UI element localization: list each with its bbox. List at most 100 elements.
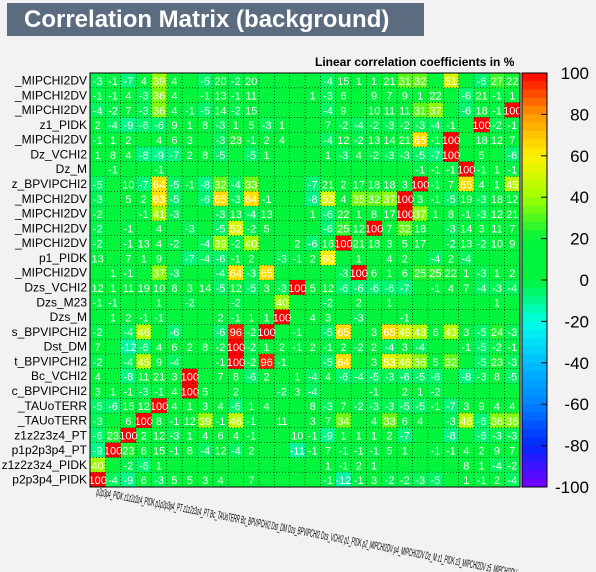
heatmap-cell [120,294,137,310]
cell-value-label: -1 [431,179,441,191]
cell-value-label: 36 [491,416,503,428]
cell-value-label: 3 [371,357,377,369]
cell-value-label: 2 [494,475,500,487]
cell-value-label: 32 [399,224,411,236]
heatmap-cell [228,206,244,222]
cell-value-label: 1 [356,253,362,265]
heatmap-cell [412,191,429,207]
heatmap-cell [381,280,398,296]
heatmap-cell [458,73,475,89]
heatmap-cell [320,132,337,148]
heatmap-cell [212,294,229,310]
cell-value-label: 36 [153,105,165,117]
cell-value-label: 19 [138,283,150,295]
heatmap-cell [504,146,521,163]
cell-value-label: -1 [185,179,195,191]
cell-value-label: -1 [369,386,379,398]
cell-value-label: -7 [124,76,134,88]
cell-value-label: 7 [125,253,131,265]
heatmap-cell [427,398,444,414]
cell-value-label: -3 [170,268,180,280]
heatmap-cell [335,146,352,163]
cell-value-label: 8 [310,401,316,413]
heatmap-cell [120,368,137,384]
cell-value-label: -6 [369,283,379,295]
cell-value-label: 37 [153,268,165,280]
heatmap-cell [335,309,352,325]
cell-value-label: -1 [431,283,441,295]
heatmap-cell [151,413,168,429]
cell-value-label: 11 [384,105,395,117]
cell-value-label: -1 [124,224,134,236]
heatmap-cell [489,146,506,163]
heatmap-cell [289,457,306,473]
heatmap-cell [105,368,122,384]
cell-value-label: 2 [386,431,392,443]
cell-value-label: 1 [156,460,162,472]
heatmap-cell [258,309,275,325]
heatmap-cell [366,191,383,207]
cell-value-label: -6 [93,431,103,443]
cell-value-label: 14 [199,283,211,295]
heatmap-cell [427,309,444,325]
heatmap-cell [381,206,398,222]
heatmap-cell [366,368,383,384]
heatmap-cell [397,368,413,384]
cell-value-label: -3 [492,431,502,443]
cell-value-label: 32 [214,179,226,191]
heatmap-cell [412,176,429,192]
heatmap-cell [228,220,244,237]
heatmap-cell [351,442,367,458]
cell-value-label: -4 [246,209,256,221]
heatmap-cell [381,176,398,192]
heatmap-cell [412,161,429,177]
cell-value-label: 8 [371,209,377,221]
heatmap-cell [274,457,291,473]
cell-value-label: -6 [154,120,164,132]
heatmap-cell [136,383,152,399]
heatmap-cell [473,427,490,444]
heatmap-cell [136,457,152,473]
heatmap-cell [473,161,490,177]
cell-value-label: 3 [463,401,469,413]
cell-value-label: 1 [156,298,162,310]
cell-value-label: -7 [185,253,195,265]
cell-value-label: 14 [460,224,472,236]
cell-value-label: 3 [187,283,193,295]
heatmap-cell [381,235,398,251]
heatmap-cells [90,73,521,488]
cell-value-label: 1 [264,342,270,354]
heatmap-cell [182,132,198,148]
colorbar-segment [522,329,547,339]
cell-value-label: -1 [124,268,134,280]
colorbar-segment [522,445,547,455]
colorbar-segment [522,362,547,372]
heatmap-cell [427,368,444,384]
heatmap-cell [120,102,137,118]
y-tick-label: Dst_DM [44,340,87,354]
heatmap-cell [258,146,275,163]
cell-value-label: -4 [231,445,241,457]
cell-value-label: 1 [417,91,423,103]
heatmap-cell [381,457,398,473]
cell-value-label: -6 [231,401,241,413]
heatmap-cell [166,324,183,340]
heatmap-cell [120,413,137,429]
heatmap-cell [397,161,413,177]
cell-value-label: 12 [230,283,242,295]
heatmap-cell [320,442,337,458]
heatmap-cell [151,265,168,281]
heatmap-cell [105,294,122,310]
cell-value-label: 1 [479,460,485,472]
y-tick-label: Dz_M [56,162,87,176]
plot-frame [89,72,521,488]
colorbar-segment [522,197,547,206]
heatmap-cell [151,102,168,118]
cell-value-label: 3 [417,194,423,206]
cell-value-label: 4 [156,342,162,354]
heatmap-cell [366,206,383,222]
heatmap-cell [243,265,260,281]
cell-value-label: 51 [445,76,457,88]
heatmap-cell [274,324,291,340]
cell-value-label: 2 [294,238,300,250]
